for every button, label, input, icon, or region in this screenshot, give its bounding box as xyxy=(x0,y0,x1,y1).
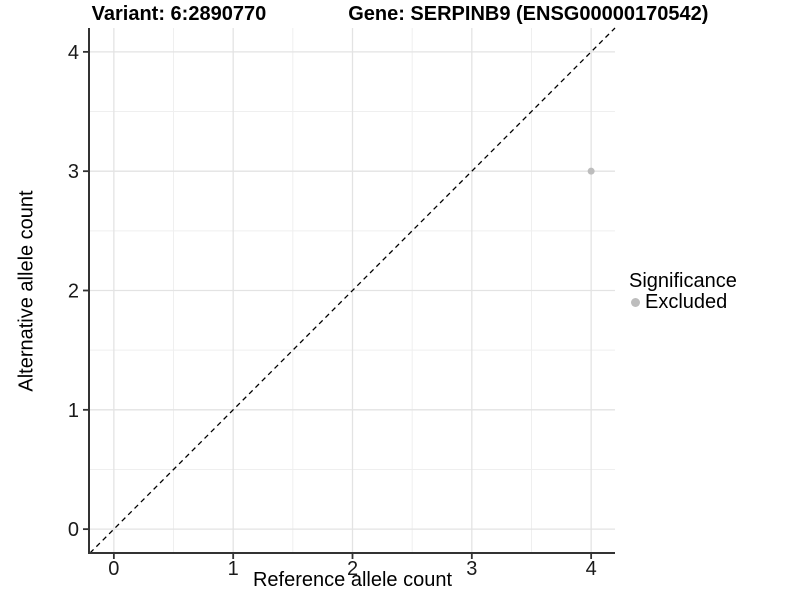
identity-dashed-line xyxy=(89,27,616,554)
plot-title-variant: Variant: 6:2890770 xyxy=(91,3,267,25)
legend: Significance Excluded xyxy=(629,270,737,313)
plot-title: Variant: 6:2890770 Gene: SERPINB9 (ENSG0… xyxy=(0,3,800,26)
x-axis-title: Reference allele count xyxy=(252,569,452,591)
legend-item-label: Excluded xyxy=(645,291,728,313)
legend-title: Significance xyxy=(629,270,737,292)
y-tick-label: 2 xyxy=(68,281,79,303)
excluded-point-icon xyxy=(631,298,640,307)
y-tick-label: 0 xyxy=(68,519,79,541)
x-tick-label: 0 xyxy=(108,558,119,580)
plot-title-gene: Gene: SERPINB9 (ENSG00000170542) xyxy=(348,3,709,25)
x-tick-label: 2 xyxy=(347,558,358,580)
x-tick-label: 4 xyxy=(586,558,597,580)
legend-item-excluded: Excluded xyxy=(629,291,737,313)
data-point xyxy=(587,167,595,175)
y-tick-label: 4 xyxy=(68,42,79,64)
x-tick-label: 3 xyxy=(466,558,477,580)
y-tick-label: 1 xyxy=(68,400,79,422)
y-axis-title: Alternative allele count xyxy=(15,190,38,392)
x-tick-label: 1 xyxy=(228,558,239,580)
y-tick-label: 3 xyxy=(68,161,79,183)
